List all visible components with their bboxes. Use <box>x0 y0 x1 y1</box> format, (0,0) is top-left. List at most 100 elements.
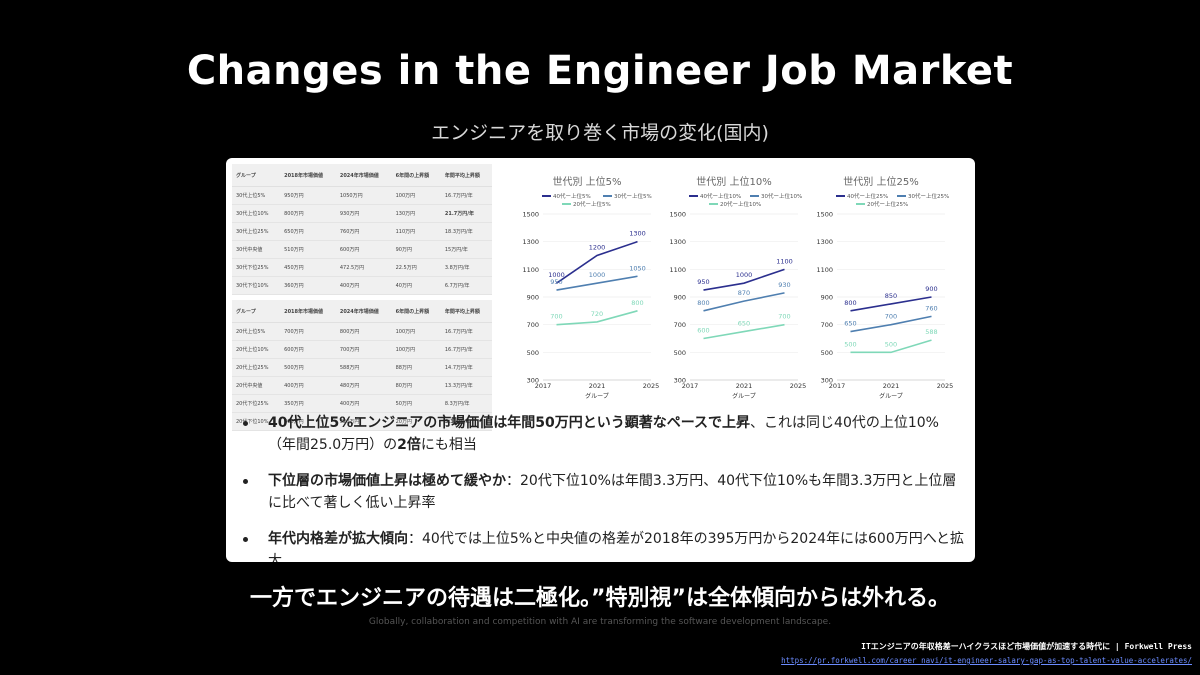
bullet-text: にも相当 <box>420 437 477 453</box>
data-label: 760 <box>925 304 937 312</box>
table-header-cell: グループ <box>232 164 281 187</box>
bullet-text: ：20代下位10%は年間3.3万円、40代下位10%も年間3.3万円と上位層に比… <box>268 473 957 511</box>
slide-subtitle: エンジニアを取り巻く市場の変化(国内) <box>431 122 769 144</box>
bullet-dot <box>243 537 248 542</box>
content-panel: グループ 2018年市場価値 2024年市場価値 6年間の上昇額 年間平均上昇額 30代上… <box>226 158 975 562</box>
table-header-row: グループ 2018年市場価値 2024年市場価値 6年間の上昇額 年間平均上昇額 <box>232 164 492 187</box>
table-row: 30代上位25% 650万円 760万円 110万円 18.3万円/年 <box>232 222 492 241</box>
data-label: 1100 <box>776 257 793 265</box>
table-header-cell: 2018年市場価値 <box>280 164 336 187</box>
data-label: 600 <box>697 327 709 335</box>
chart-title: 世代別 上位5% <box>552 175 621 188</box>
x-tick-label: 2017 <box>682 382 699 390</box>
table-row: 20代下位10% 300万円 320万円 20万円 3.3万円/年 <box>232 412 492 431</box>
data-label: 650 <box>844 320 856 328</box>
table-cell: 50万円 <box>391 394 441 413</box>
table-row: 20代中央値 400万円 480万円 80万円 13.3万円/年 <box>232 376 492 395</box>
table-cell: 22.5万円 <box>391 258 441 277</box>
x-tick-label: 2021 <box>736 382 753 390</box>
table-cell: 700万円 <box>335 340 392 359</box>
table-cell: 472.5万円 <box>335 258 392 277</box>
data-label: 800 <box>631 299 643 307</box>
source-title: ITエンジニアの年収格差ーハイクラスほど市場価値が加速する時代に | Forkw… <box>861 642 1192 651</box>
y-tick-label: 700 <box>527 321 539 329</box>
x-axis-label: グループ <box>585 392 609 400</box>
legend-label: 40代ー上位5% <box>553 192 591 200</box>
table-row: 30代下位25% 450万円 472.5万円 22.5万円 3.8万円/年 <box>232 258 492 277</box>
table-cell: 3.3万円/年 <box>440 412 492 431</box>
table-cell: 20万円 <box>391 412 441 431</box>
table-header-row: グループ 2018年市場価値 2024年市場価値 6年間の上昇額 年間平均上昇額 <box>232 300 492 323</box>
legend-label: 30代ー上位10% <box>761 192 802 200</box>
table-cell: 30代下位25% <box>232 258 281 277</box>
table-row: 20代上位5% 700万円 800万円 100万円 16.7万円/年 <box>232 322 492 341</box>
series-line <box>703 323 785 340</box>
data-label: 720 <box>591 310 603 318</box>
y-tick-label: 1300 <box>816 238 833 246</box>
table-cell: 930万円 <box>335 204 392 223</box>
table-cell: 400万円 <box>335 276 392 295</box>
y-tick-label: 1100 <box>669 266 686 274</box>
bullet-bold: 40代上位5%エンジニアの市場価値は年間50万円という顕著なペースで上昇 <box>268 415 751 431</box>
table-cell: 30代下位10% <box>232 276 281 295</box>
data-label: 900 <box>925 285 937 293</box>
table-cell: 600万円 <box>335 240 392 259</box>
y-tick-label: 1500 <box>522 211 539 219</box>
y-tick-label: 300 <box>674 377 686 385</box>
legend-label: 30代ー上位25% <box>908 192 949 200</box>
table-cell: 6.7万円/年 <box>440 276 492 295</box>
table-cell: 18.3万円/年 <box>440 222 492 241</box>
market-value-table: グループ 2018年市場価値 2024年市場価値 6年間の上昇額 年間平均上昇額 30代上… <box>232 164 492 295</box>
data-label: 500 <box>885 340 897 348</box>
table-cell: 400万円 <box>335 394 392 413</box>
table-cell: 760万円 <box>335 222 392 241</box>
y-tick-label: 500 <box>674 349 686 357</box>
legend-label: 20代ー上位5% <box>573 200 611 208</box>
table-cell: 100万円 <box>391 186 441 205</box>
data-label: 1000 <box>736 271 753 279</box>
bullet-text: ：40代では上位5%と中央値の格差が2018年の395万円から2024年には60… <box>268 531 965 562</box>
source-link[interactable]: https://pr.forkwell.com/career_navi/it-e… <box>781 656 1192 665</box>
table-cell: 500万円 <box>280 358 336 377</box>
table-cell: 21.7万円/年 <box>440 204 492 223</box>
legend-label: 20代ー上位10% <box>720 200 761 208</box>
y-tick-label: 700 <box>821 321 833 329</box>
series-line <box>850 339 932 354</box>
table-cell: 16.7万円/年 <box>440 322 492 341</box>
bullet-bold: 下位層の市場価値上昇は極めて緩やか <box>268 473 506 489</box>
data-label: 850 <box>885 292 897 300</box>
table-cell: 588万円 <box>335 358 392 377</box>
series-line <box>556 240 638 284</box>
x-tick-label: 2021 <box>589 382 606 390</box>
table-cell: 100万円 <box>391 322 441 341</box>
table-cell: 110万円 <box>391 222 441 241</box>
table-cell: 20代上位25% <box>232 358 281 377</box>
legend-label: 40代ー上位10% <box>700 192 741 200</box>
line-charts: 世代別 上位5% 40代ー上位5% 30代ー上位5%20代ー上位5% 300 500 70… <box>522 175 953 400</box>
data-label: 800 <box>697 299 709 307</box>
table-cell: 90万円 <box>391 240 441 259</box>
y-tick-label: 900 <box>821 294 833 302</box>
table-cell: 650万円 <box>280 222 336 241</box>
y-tick-label: 1300 <box>522 238 539 246</box>
bullet-dot <box>243 421 248 426</box>
table-header-cell: グループ <box>232 300 281 323</box>
x-axis-label: グループ <box>732 392 756 400</box>
table-cell: 130万円 <box>391 204 441 223</box>
data-label: 800 <box>844 299 856 307</box>
bullet-text: 、これは同じ40代の上位10%（年間25.0万円）の <box>268 415 939 453</box>
data-label: 1300 <box>629 230 646 238</box>
table-header-cell: 年間平均上昇額 <box>440 164 492 187</box>
table-cell: 88万円 <box>391 358 441 377</box>
data-label: 1000 <box>548 271 565 279</box>
table-cell: 13.3万円/年 <box>440 376 492 395</box>
y-tick-label: 1500 <box>816 211 833 219</box>
y-tick-label: 500 <box>821 349 833 357</box>
x-tick-label: 2021 <box>883 382 900 390</box>
table-row: 20代上位25% 500万円 588万円 88万円 14.7万円/年 <box>232 358 492 377</box>
table-cell: 700万円 <box>280 322 336 341</box>
x-axis-label: グループ <box>879 392 903 400</box>
legend-label: 20代ー上位25% <box>867 200 908 208</box>
table-cell: 480万円 <box>335 376 392 395</box>
table-row: 30代上位5% 950万円 1050万円 100万円 16.7万円/年 <box>232 186 492 205</box>
